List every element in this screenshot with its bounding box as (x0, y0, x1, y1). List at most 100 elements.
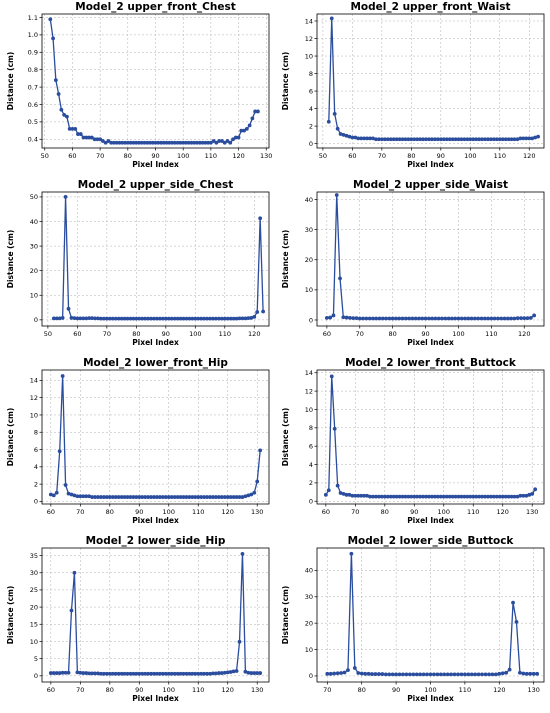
y-tick-label: 20 (305, 256, 313, 264)
data-point (217, 139, 222, 143)
data-point (329, 374, 334, 379)
data-point (506, 494, 511, 499)
chart-panel-3: 50 60 70 80 90 100 110 120 0 10 20 30 40 50 Model_2 up… (0, 178, 275, 356)
data-point (384, 316, 388, 321)
data-point (197, 140, 202, 145)
data-point (72, 316, 77, 321)
data-point (525, 316, 530, 321)
data-point (456, 137, 461, 142)
y-tick-label: 8 (309, 70, 313, 78)
x-tick-label: 120 (523, 152, 535, 160)
data-point (253, 109, 258, 114)
data-point (497, 494, 502, 499)
data-point (494, 494, 499, 499)
series-line (53, 196, 264, 320)
data-point (521, 136, 526, 141)
data-point (69, 492, 74, 497)
data-point (346, 668, 350, 673)
data-point (178, 671, 183, 676)
data-point (84, 494, 89, 499)
data-point (87, 316, 92, 321)
x-tick-label: 90 (135, 508, 143, 516)
data-point (425, 672, 429, 677)
x-tick-label: 100 (424, 686, 436, 694)
data-point (225, 495, 230, 499)
data-point (462, 494, 467, 499)
data-point (110, 495, 115, 499)
data-point (119, 495, 124, 499)
y-tick-label: 50 (30, 193, 38, 201)
chart-svg-1: 50 60 70 80 90 100 110 120 130 0.4 0.5 0.6 0.7 0.8 0.9… (6, 1, 272, 169)
data-point (158, 495, 162, 499)
data-point (403, 316, 408, 321)
data-point (379, 137, 384, 142)
x-tick-label: 80 (132, 330, 140, 338)
data-point (509, 137, 514, 142)
data-point (487, 672, 491, 677)
data-point (477, 137, 482, 142)
x-tick-label: 130 (260, 152, 272, 160)
data-point (87, 135, 91, 140)
data-point (109, 140, 114, 145)
data-point (175, 495, 180, 499)
data-point (368, 494, 372, 499)
y-tick-label: 0 (309, 316, 313, 324)
x-axis-label: Pixel Index (407, 516, 454, 525)
x-tick-label: 90 (410, 508, 418, 516)
data-point (250, 116, 255, 121)
data-point (125, 140, 130, 145)
data-point (397, 316, 402, 321)
chart-svg-3: 50 60 70 80 90 100 110 120 0 10 20 30 40 50 Model_2 up… (6, 179, 270, 347)
plot-frame (41, 369, 270, 505)
data-point (453, 137, 458, 142)
data-point (332, 426, 337, 431)
data-point (231, 495, 236, 499)
data-point (356, 671, 361, 675)
data-point (208, 140, 213, 145)
data-point (137, 495, 142, 499)
data-point (211, 316, 215, 321)
data-point (143, 495, 148, 499)
data-point (113, 671, 118, 676)
data-point (200, 140, 205, 145)
data-point (101, 139, 105, 143)
data-point (503, 494, 508, 499)
series-line (50, 553, 261, 675)
data-point (388, 137, 393, 142)
y-tick-label: 30 (30, 569, 38, 577)
data-point (128, 671, 133, 676)
data-point (435, 494, 440, 499)
data-point (391, 137, 396, 142)
data-point (364, 316, 369, 321)
data-point (531, 671, 536, 676)
x-tick-label: 120 (493, 686, 505, 694)
x-tick-label: 130 (526, 508, 538, 516)
data-point (225, 316, 230, 321)
y-tick-label: 30 (305, 226, 313, 234)
plot-frame (316, 369, 545, 505)
data-point (500, 494, 505, 499)
data-point (69, 315, 74, 320)
chart-panel-7: 60 70 80 90 100 110 120 130 0 5 10 15 20 25 30 35 Model_… (0, 534, 275, 712)
data-point (117, 140, 122, 145)
data-point (486, 494, 490, 499)
data-point (104, 671, 109, 676)
y-tick-label: 14 (305, 17, 313, 25)
data-point (166, 316, 171, 321)
data-point (413, 316, 418, 321)
data-point (103, 140, 108, 145)
data-point (518, 136, 523, 141)
data-point (449, 672, 454, 677)
y-tick-label: 12 (30, 394, 38, 402)
data-point (479, 316, 484, 321)
data-point (84, 316, 89, 321)
data-point (515, 494, 520, 499)
data-point (51, 493, 56, 498)
data-point (374, 316, 379, 321)
data-point (342, 670, 347, 675)
data-point (155, 495, 159, 499)
data-point (394, 494, 399, 499)
data-point (193, 316, 198, 321)
data-point (167, 140, 172, 145)
x-tick-label: 100 (189, 330, 201, 338)
